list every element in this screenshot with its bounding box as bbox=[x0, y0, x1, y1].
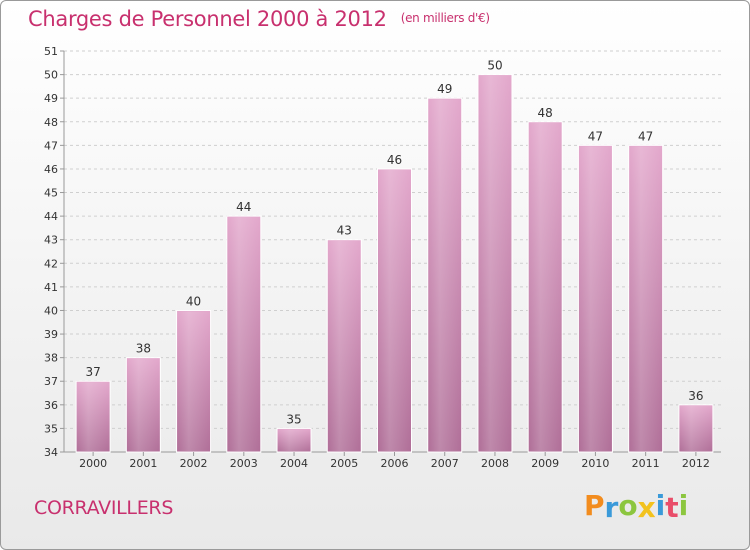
bar-highlight bbox=[127, 358, 160, 451]
proxiti-logo: Proxiti bbox=[584, 489, 689, 524]
x-tick-label: 2001 bbox=[129, 457, 157, 470]
bar-value-label: 44 bbox=[236, 200, 251, 214]
y-tick-label: 50 bbox=[44, 69, 58, 82]
x-tick-label: 2011 bbox=[632, 457, 660, 470]
x-tick-label: 2010 bbox=[581, 457, 609, 470]
bar-highlight bbox=[227, 217, 260, 451]
x-tick-label: 2000 bbox=[79, 457, 107, 470]
x-tick-label: 2004 bbox=[280, 457, 308, 470]
x-tick-label: 2009 bbox=[531, 457, 559, 470]
x-tick-label: 2007 bbox=[431, 457, 459, 470]
logo-letter: P bbox=[584, 489, 605, 522]
logo-letter: o bbox=[618, 489, 638, 522]
bar-value-label: 48 bbox=[538, 106, 553, 120]
bar-highlight bbox=[428, 99, 461, 452]
y-tick-label: 39 bbox=[44, 328, 58, 341]
y-tick-label: 40 bbox=[44, 304, 58, 317]
x-tick-label: 2012 bbox=[682, 457, 710, 470]
bar-highlight bbox=[77, 382, 110, 451]
x-tick-label: 2002 bbox=[180, 457, 208, 470]
y-tick-label: 44 bbox=[44, 210, 58, 223]
bar-highlight bbox=[378, 169, 411, 452]
logo-letter: r bbox=[604, 491, 619, 524]
x-tick-label: 2003 bbox=[230, 457, 258, 470]
x-tick-label: 2006 bbox=[381, 457, 409, 470]
logo-letter: t bbox=[665, 491, 679, 524]
x-tick-label: 2008 bbox=[481, 457, 509, 470]
bar-highlight bbox=[177, 311, 210, 451]
bar-value-label: 46 bbox=[387, 153, 402, 167]
y-tick-label: 47 bbox=[44, 139, 58, 152]
bar-highlight bbox=[629, 146, 662, 451]
y-tick-label: 48 bbox=[44, 116, 58, 129]
y-tick-label: 36 bbox=[44, 399, 58, 412]
y-tick-label: 46 bbox=[44, 163, 58, 176]
bar-value-label: 43 bbox=[337, 224, 352, 238]
bar-value-label: 37 bbox=[85, 365, 100, 379]
y-tick-label: 41 bbox=[44, 281, 58, 294]
y-tick-label: 38 bbox=[44, 352, 58, 365]
bar-value-label: 50 bbox=[487, 59, 502, 73]
bar-value-label: 38 bbox=[136, 342, 151, 356]
x-tick-label: 2005 bbox=[330, 457, 358, 470]
chart-title: Charges de Personnel 2000 à 2012 (en mill… bbox=[28, 7, 490, 31]
y-tick-label: 43 bbox=[44, 234, 58, 247]
bars: 37 38 40 44 35 43 46 49 50 48 47 47 36 bbox=[75, 59, 714, 453]
bar-highlight bbox=[278, 429, 311, 451]
y-tick-label: 51 bbox=[44, 45, 58, 58]
x-axis: 2000 2001 2002 2003 2004 2005 2006 2007 2008 2009… bbox=[79, 452, 710, 470]
bar-highlight bbox=[529, 122, 562, 451]
commune-name: CORRAVILLERS bbox=[34, 497, 174, 519]
chart-title-text: Charges de Personnel 2000 à 2012 bbox=[28, 7, 387, 31]
y-tick-label: 37 bbox=[44, 375, 58, 388]
bar-value-label: 36 bbox=[688, 389, 703, 403]
bar-value-label: 49 bbox=[437, 82, 452, 96]
bar-value-label: 47 bbox=[588, 129, 603, 143]
bar-highlight bbox=[579, 146, 612, 451]
y-tick-label: 45 bbox=[44, 187, 58, 200]
y-tick-label: 35 bbox=[44, 422, 58, 435]
chart-subtitle: (en milliers d'€) bbox=[400, 11, 490, 25]
bar-highlight bbox=[679, 405, 712, 451]
logo-letter: i bbox=[655, 489, 666, 522]
y-tick-label: 49 bbox=[44, 92, 58, 105]
bar-value-label: 35 bbox=[286, 412, 301, 426]
bar-value-label: 47 bbox=[638, 129, 653, 143]
bar-highlight bbox=[478, 75, 511, 452]
bar-value-label: 40 bbox=[186, 294, 201, 308]
logo-letter: i bbox=[678, 489, 689, 522]
y-tick-label: 42 bbox=[44, 257, 58, 270]
bar-highlight bbox=[328, 240, 361, 451]
y-tick-label: 34 bbox=[44, 446, 58, 459]
logo-letter: x bbox=[637, 491, 656, 524]
